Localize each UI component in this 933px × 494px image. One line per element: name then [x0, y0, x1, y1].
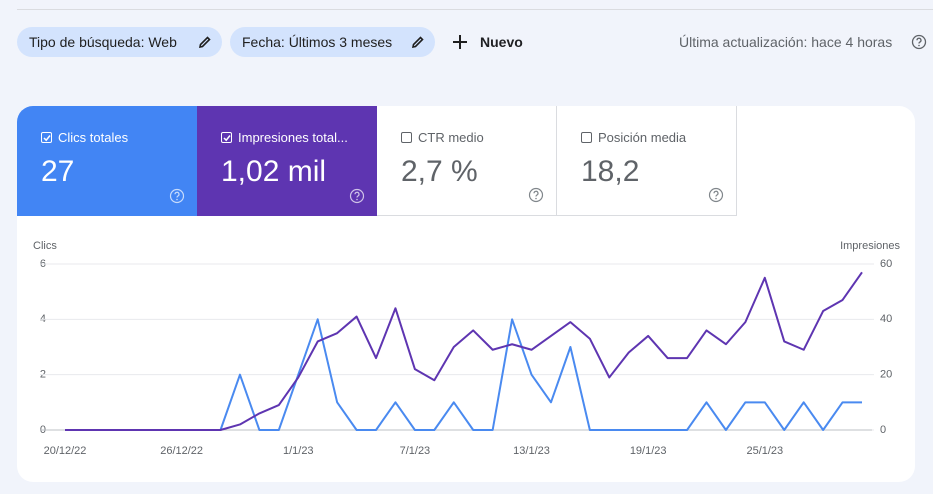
- series-line: [65, 271, 863, 431]
- y2-tick-label: 40: [880, 313, 892, 325]
- filter-chip[interactable]: Fecha: Últimos 3 meses: [230, 27, 435, 57]
- checkbox[interactable]: [41, 132, 52, 143]
- y2-axis-title: Impresiones: [840, 240, 900, 252]
- metric-value: 2,7 %: [401, 155, 478, 188]
- metric-tile[interactable]: Clics totales 27: [17, 106, 197, 216]
- checkbox[interactable]: [581, 132, 592, 143]
- new-label: Nuevo: [480, 34, 523, 50]
- y2-tick-label: 60: [880, 258, 892, 270]
- metric-tile[interactable]: Posición media 18,2: [557, 106, 737, 216]
- metric-label: Clics totales: [58, 130, 129, 145]
- x-tick-label: 13/1/23: [513, 445, 550, 457]
- help-icon[interactable]: [911, 34, 927, 50]
- edit-icon: [411, 36, 424, 49]
- metric-value: 1,02 mil: [221, 155, 327, 188]
- plus-icon: [453, 35, 467, 49]
- metric-label: Posición media: [598, 130, 687, 145]
- last-update: Última actualización: hace 4 horas: [679, 34, 893, 50]
- chip-label: Fecha: Últimos 3 meses: [242, 34, 393, 50]
- help-icon[interactable]: [708, 187, 724, 203]
- chip-label: Tipo de búsqueda: Web: [29, 34, 177, 50]
- x-tick-label: 19/1/23: [630, 445, 667, 457]
- metric-value: 27: [41, 155, 75, 188]
- x-tick-label: 1/1/23: [283, 445, 314, 457]
- metric-tile[interactable]: Impresiones total... 1,02 mil: [197, 106, 377, 216]
- metric-label: Impresiones total...: [238, 130, 348, 145]
- help-icon[interactable]: [528, 187, 544, 203]
- y2-tick-label: 20: [880, 369, 892, 381]
- x-tick-label: 26/12/22: [160, 445, 203, 457]
- help-icon[interactable]: [169, 188, 185, 204]
- y-axis-title: Clics: [33, 240, 57, 252]
- y2-tick-label: 0: [880, 424, 886, 436]
- help-icon[interactable]: [349, 188, 365, 204]
- x-tick-label: 20/12/22: [44, 445, 87, 457]
- x-tick-label: 25/1/23: [746, 445, 783, 457]
- x-tick-label: 7/1/23: [400, 445, 431, 457]
- checkbox[interactable]: [221, 132, 232, 143]
- divider: [17, 9, 933, 10]
- metric-value: 18,2: [581, 155, 640, 188]
- new-button[interactable]: Nuevo: [452, 31, 523, 53]
- metric-label: CTR medio: [418, 130, 484, 145]
- metric-tile[interactable]: CTR medio 2,7 %: [377, 106, 557, 216]
- checkbox[interactable]: [401, 132, 412, 143]
- filter-chip[interactable]: Tipo de búsqueda: Web: [17, 27, 222, 57]
- edit-icon: [198, 36, 211, 49]
